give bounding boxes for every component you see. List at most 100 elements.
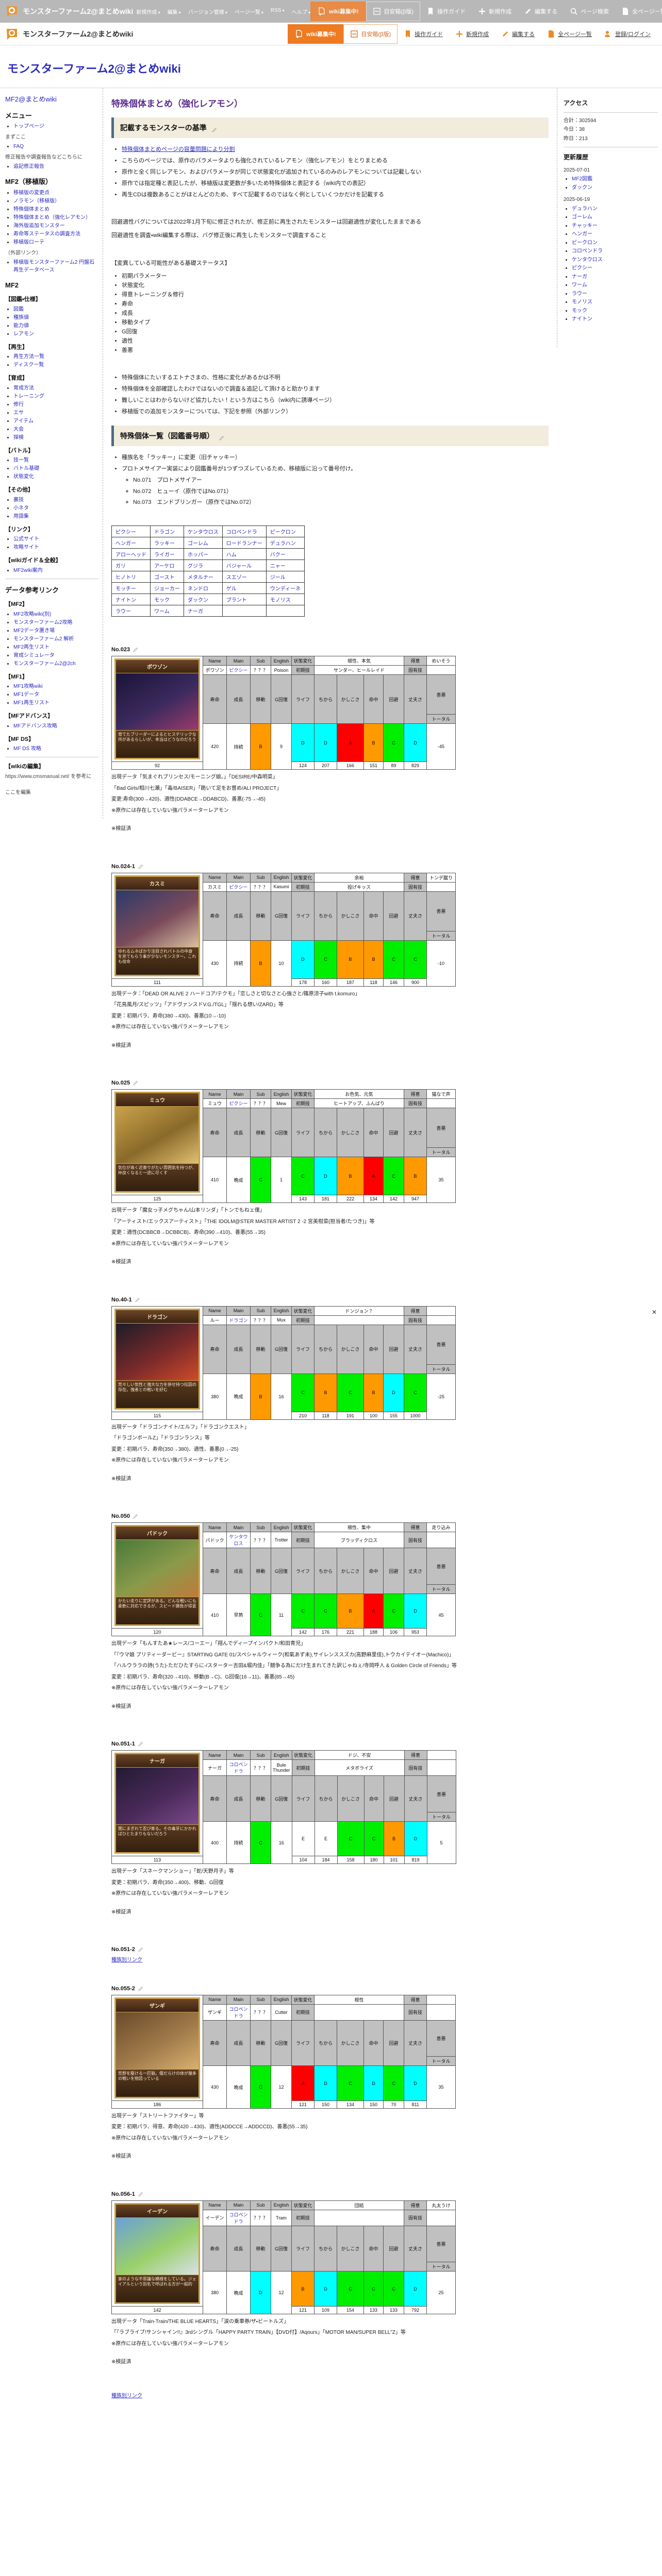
- monster-name-cell[interactable]: ラッキー: [150, 537, 184, 549]
- sidebar-item-disc[interactable]: ディスク一覧: [13, 362, 44, 368]
- link-register-login[interactable]: 登録/ログイン: [598, 30, 657, 38]
- sidebar-item-noramon[interactable]: ノラモン（移植版）: [13, 198, 60, 204]
- monster-name-cell[interactable]: ロードランナー: [222, 537, 267, 549]
- atwiki-logo-icon[interactable]: [5, 27, 19, 41]
- sidebar-item-item[interactable]: アイテム: [13, 418, 34, 424]
- monster-name-cell[interactable]: ガリ: [111, 560, 151, 572]
- monster-name-cell[interactable]: アーケロ: [150, 560, 184, 572]
- sidebar-item-saisei[interactable]: 再生方法一覧: [13, 354, 44, 360]
- monster-name-cell[interactable]: スエゾー: [222, 571, 267, 583]
- sidebar-item-nouryokuchi[interactable]: 能力値: [13, 323, 29, 329]
- monster-name-cell[interactable]: ピークロン: [266, 526, 305, 538]
- pencil-icon[interactable]: [138, 2192, 143, 2197]
- history-item-link[interactable]: ピクシー: [572, 265, 592, 272]
- monster-name-cell[interactable]: ピクシー: [111, 526, 151, 538]
- sidebar-data-item-4[interactable]: MF2再生リスト: [13, 644, 49, 650]
- link-all-pages[interactable]: 全ページ一覧: [541, 30, 598, 38]
- sidebar-item-shugyo[interactable]: 修行: [13, 401, 24, 408]
- monster-name-cell[interactable]: ジョーカー: [150, 582, 184, 595]
- monster-main-value[interactable]: コロペンドラ: [226, 2004, 251, 2021]
- monster-name-cell[interactable]: モック: [150, 594, 184, 606]
- monster-name-cell[interactable]: ハム: [222, 548, 267, 561]
- sidebar-item-tanken[interactable]: 探検: [13, 434, 24, 440]
- monster-name-cell[interactable]: ラウー: [111, 605, 151, 617]
- monster-name-cell[interactable]: ネンドロ: [184, 582, 223, 595]
- history-item-link[interactable]: ヘンガー: [572, 231, 592, 238]
- sidebar-item-overseas[interactable]: 海外版追加モンスター: [13, 223, 65, 229]
- monster-name-cell[interactable]: モッチー: [111, 582, 151, 595]
- sidebar-item-shuzokuchi[interactable]: 種族値: [13, 314, 29, 320]
- sidebar-item-konetta[interactable]: 小ネタ: [13, 505, 29, 511]
- monster-main-value[interactable]: コロペンドラ: [226, 1759, 251, 1776]
- history-item-link[interactable]: コロペンドラ: [572, 248, 603, 255]
- sidebar-mf1-item-2[interactable]: MF1再生リスト: [13, 700, 49, 706]
- pencil-icon[interactable]: [219, 434, 224, 440]
- sidebar-item-battle-basic[interactable]: バトル基礎: [13, 466, 40, 471]
- monster-name-cell[interactable]: ヘンガー: [111, 537, 151, 549]
- monster-name-cell[interactable]: ヒノトリ: [111, 571, 151, 583]
- sidebar-data-item-2[interactable]: MF2データ置き場: [13, 628, 55, 634]
- monster-main-value[interactable]: コロペンドラ: [226, 2209, 251, 2226]
- history-item-link[interactable]: ゴーレム: [572, 214, 592, 221]
- pencil-icon[interactable]: [138, 1986, 143, 1991]
- pencil-icon[interactable]: [138, 864, 143, 869]
- history-item-link[interactable]: モック: [572, 308, 587, 314]
- monster-name-cell[interactable]: ケンタウロス: [184, 526, 223, 538]
- history-item-link[interactable]: ワーム: [572, 282, 587, 289]
- sidebar-item-report[interactable]: 追記修正報告: [13, 164, 44, 170]
- sidebar-item-ikusei[interactable]: 育成方法: [13, 385, 34, 391]
- history-item-link[interactable]: ケンタウロス: [572, 257, 603, 263]
- monster-name-cell[interactable]: ゲル: [222, 582, 267, 595]
- monster-name-cell[interactable]: プラント: [222, 594, 267, 606]
- monster-name-cell[interactable]: コロペンドラ: [222, 526, 267, 538]
- history-item-link[interactable]: ナーガ: [572, 274, 587, 280]
- sidebar-item-taikai[interactable]: 大会: [13, 426, 24, 432]
- monster-main-value[interactable]: ドラゴン: [226, 1315, 251, 1325]
- close-icon[interactable]: ✕: [651, 1309, 657, 1316]
- monster-name-cell[interactable]: ライガー: [150, 548, 184, 561]
- monster-name-cell[interactable]: グジラ: [184, 560, 223, 572]
- sidebar-item-official[interactable]: 公式サイト: [13, 536, 39, 542]
- monster-name-cell[interactable]: ドラゴン: [150, 526, 184, 538]
- sidebar-data-item-6[interactable]: モンスターファーム2@2ch: [13, 660, 76, 667]
- pencil-icon[interactable]: [133, 1080, 138, 1086]
- monster-name-cell[interactable]: ダックン: [184, 594, 223, 606]
- history-item-link[interactable]: ピークロン: [572, 240, 598, 246]
- history-item-link[interactable]: ダックン: [572, 184, 592, 191]
- sidebar-item-esa[interactable]: エサ: [13, 410, 24, 416]
- sidebar-item-waza[interactable]: 技一覧: [13, 457, 29, 463]
- history-item-link[interactable]: ラウー: [572, 291, 587, 297]
- monster-main-value[interactable]: ケンタウロス: [226, 1532, 251, 1549]
- history-item-link[interactable]: MF2図鑑: [572, 176, 592, 182]
- monster-name-cell[interactable]: バジャール: [222, 560, 267, 572]
- sidebar-data-item-0[interactable]: MF2攻略wiki(別): [13, 611, 52, 617]
- sidebar-data-item-5[interactable]: 育成シミュレータ: [13, 652, 55, 658]
- monster-name-cell[interactable]: ゴーレム: [184, 537, 223, 549]
- pencil-icon[interactable]: [138, 1947, 143, 1953]
- sidebar-item-top-page[interactable]: トップページ: [13, 124, 44, 129]
- sidebar-item-faq[interactable]: FAQ: [13, 144, 24, 149]
- monster-main-value[interactable]: ピクシー: [226, 1098, 251, 1109]
- suggestion-box-button[interactable]: 目安箱(β版): [343, 24, 398, 44]
- sidebar-item-urawaza[interactable]: 裏技: [13, 497, 24, 503]
- monster-name-cell[interactable]: ワーム: [150, 605, 184, 617]
- sidebar-data-item-3[interactable]: モンスターファーム2 解析: [13, 636, 74, 642]
- pencil-icon[interactable]: [211, 126, 217, 132]
- link-edit-page[interactable]: 編集する: [495, 30, 541, 38]
- history-item-link[interactable]: デュラハン: [572, 206, 598, 212]
- link-operation-guide[interactable]: 操作ガイド: [398, 30, 449, 38]
- history-item-link[interactable]: チャッキー: [572, 223, 598, 229]
- sidebar-mfds-item-0[interactable]: MF DS 攻略: [13, 746, 41, 752]
- monster-name-cell[interactable]: アローヘッド: [111, 548, 151, 561]
- sidebar-item-wiki-guide[interactable]: MF2wiki案内: [13, 567, 43, 573]
- pencil-icon[interactable]: [138, 1741, 143, 1747]
- sidebar-mfa-item-0[interactable]: MFアドバンス攻略: [13, 723, 57, 729]
- monster-name-cell[interactable]: ウンディーネ: [266, 582, 305, 595]
- monster-name-cell[interactable]: ニャー: [266, 560, 305, 572]
- pencil-icon[interactable]: [133, 1514, 138, 1519]
- monster-name-cell[interactable]: ジール: [266, 571, 305, 583]
- sidebar-item-lifespan-survey[interactable]: 寿命等ステータスの調査方法: [13, 231, 80, 237]
- wiki-recruit-button[interactable]: wiki募集中!: [288, 24, 343, 44]
- sidebar-item-special-rare[interactable]: 特殊個体まとめ（強化レアモン）: [13, 214, 91, 221]
- monster-main-value[interactable]: ピクシー: [226, 882, 251, 892]
